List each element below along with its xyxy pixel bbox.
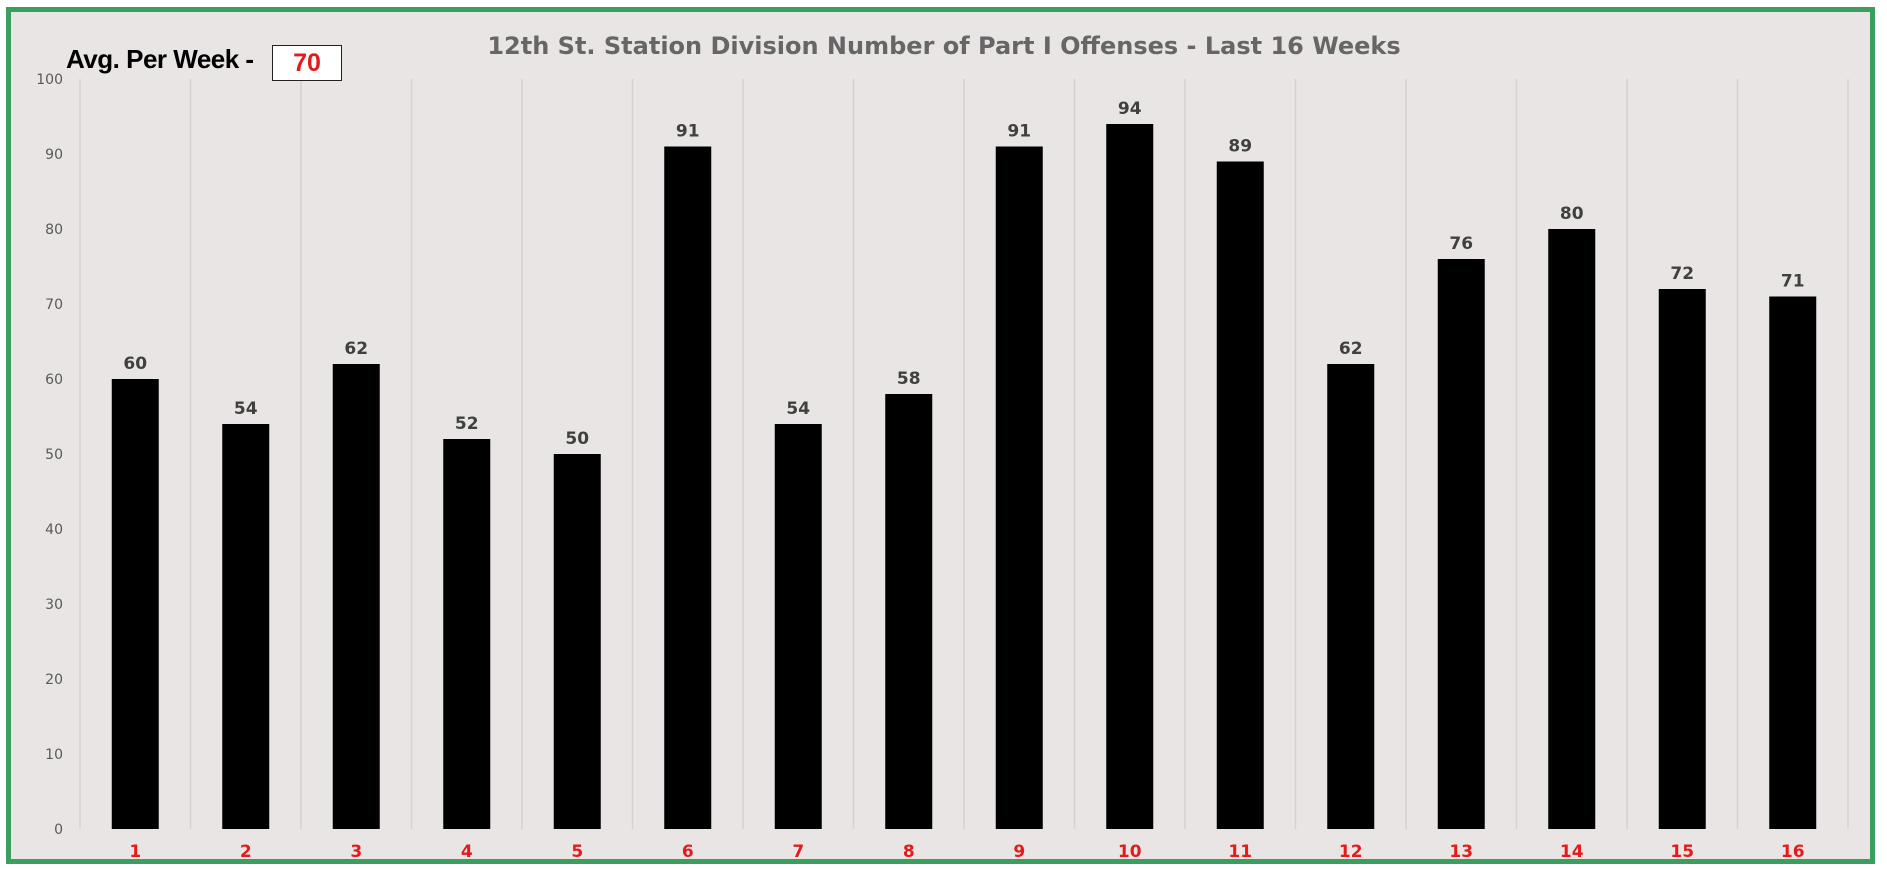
data-label: 91 <box>676 122 700 142</box>
x-tick-label: 13 <box>1449 842 1473 862</box>
x-tick-label: 16 <box>1781 842 1805 862</box>
data-label: 94 <box>1118 99 1142 119</box>
data-label: 62 <box>344 339 368 359</box>
y-tick-label: 90 <box>45 147 63 163</box>
data-label: 76 <box>1449 234 1473 254</box>
y-tick-label: 30 <box>45 597 63 613</box>
x-tick-label: 12 <box>1339 842 1363 862</box>
data-label: 89 <box>1228 137 1252 157</box>
y-tick-label: 50 <box>45 447 63 463</box>
y-tick-label: 60 <box>45 372 63 388</box>
bar-week-12 <box>1327 364 1375 829</box>
data-labels: 60 54 62 52 50 91 54 58 91 94 89 62 76 80 72 71 <box>123 99 1804 449</box>
x-tick-label: 2 <box>240 842 252 862</box>
bar-week-7 <box>774 424 822 829</box>
bar-week-1 <box>111 379 159 829</box>
bar-week-6 <box>664 146 712 829</box>
y-tick-label: 80 <box>45 222 63 238</box>
gridlines <box>79 79 1849 829</box>
bar-week-2 <box>222 424 270 829</box>
y-axis: 0 10 20 30 40 50 60 70 80 90 100 <box>36 72 63 838</box>
y-tick-label: 20 <box>45 672 63 688</box>
data-label: 54 <box>234 399 258 419</box>
bar-week-5 <box>553 454 601 829</box>
data-label: 52 <box>455 414 479 434</box>
x-tick-label: 11 <box>1228 842 1252 862</box>
data-label: 91 <box>1007 122 1031 142</box>
y-tick-label: 0 <box>54 822 63 838</box>
data-label: 50 <box>565 429 589 449</box>
x-tick-label: 4 <box>461 842 473 862</box>
bar-week-4 <box>443 439 491 829</box>
x-tick-label: 10 <box>1118 842 1142 862</box>
y-tick-label: 40 <box>45 522 63 538</box>
bar-week-15 <box>1658 289 1706 829</box>
x-tick-label: 5 <box>571 842 583 862</box>
x-axis: 1 2 3 4 5 6 7 8 9 10 11 12 13 14 15 16 <box>129 842 1804 862</box>
data-label: 54 <box>786 399 810 419</box>
bar-week-11 <box>1216 161 1264 829</box>
data-label: 72 <box>1670 264 1694 284</box>
bar-week-16 <box>1769 296 1817 829</box>
x-tick-label: 7 <box>792 842 804 862</box>
x-tick-label: 14 <box>1560 842 1584 862</box>
bar-week-9 <box>995 146 1043 829</box>
data-label: 60 <box>123 354 147 374</box>
y-tick-label: 10 <box>45 747 63 763</box>
bar-week-3 <box>332 364 380 829</box>
x-tick-label: 3 <box>350 842 362 862</box>
avg-per-week-label: Avg. Per Week - <box>66 44 254 74</box>
bar-week-10 <box>1106 124 1154 829</box>
data-label: 80 <box>1560 204 1584 224</box>
bars <box>111 124 1817 829</box>
y-tick-label: 100 <box>36 72 63 88</box>
x-tick-label: 9 <box>1013 842 1025 862</box>
y-tick-label: 70 <box>45 297 63 313</box>
data-label: 71 <box>1781 272 1805 292</box>
x-tick-label: 8 <box>903 842 915 862</box>
x-tick-label: 15 <box>1670 842 1694 862</box>
bar-week-8 <box>885 394 933 829</box>
avg-per-week-value: 70 <box>272 45 342 81</box>
bar-week-14 <box>1548 229 1596 829</box>
x-tick-label: 1 <box>129 842 141 862</box>
bar-week-13 <box>1437 259 1485 829</box>
x-tick-label: 6 <box>682 842 694 862</box>
data-label: 62 <box>1339 339 1363 359</box>
data-label: 58 <box>897 369 921 389</box>
chart-title: 12th St. Station Division Number of Part… <box>487 32 1400 60</box>
